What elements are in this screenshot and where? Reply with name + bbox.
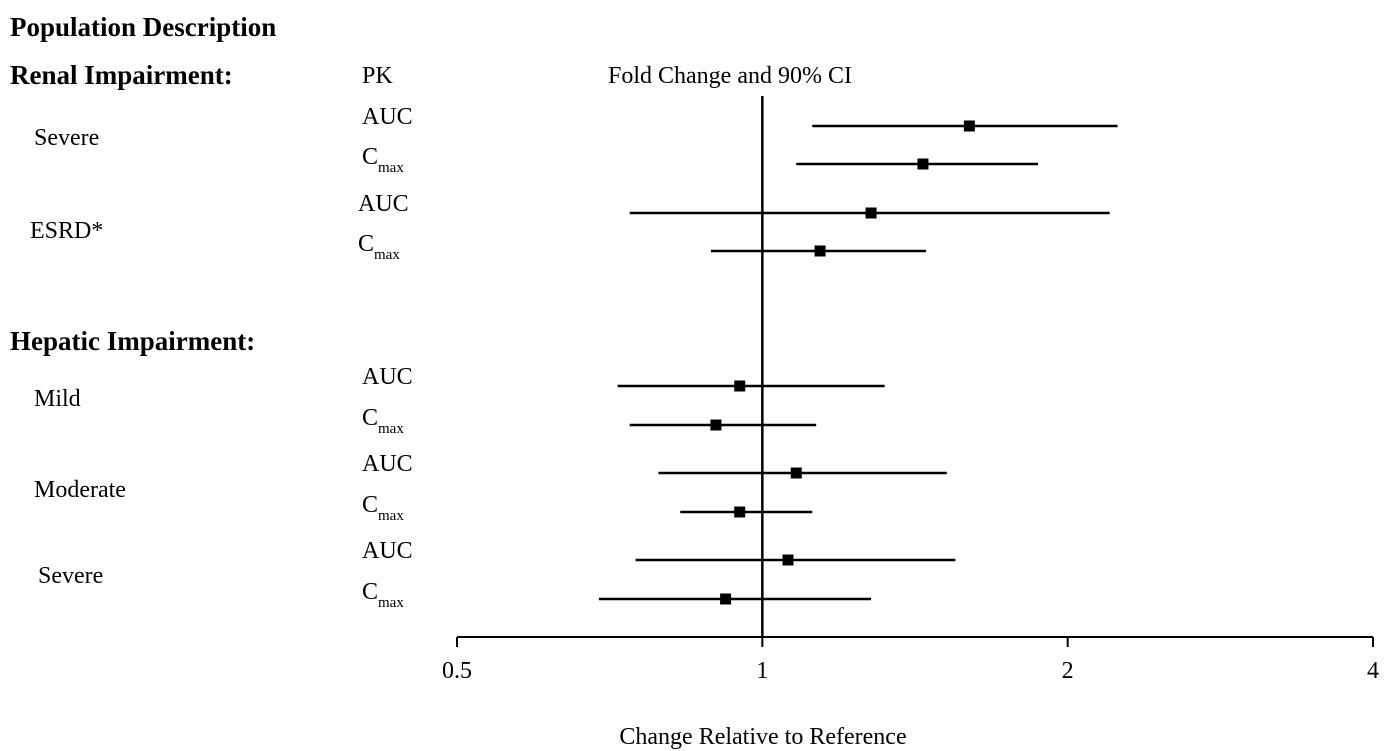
x-tick-label: 0.5 bbox=[442, 658, 472, 684]
pk-label: Cmax bbox=[362, 405, 404, 437]
pk-label: Cmax bbox=[362, 579, 404, 611]
x-axis-ticks: 0.5 1 2 4 bbox=[442, 637, 1379, 684]
pk-label: Cmax bbox=[362, 492, 404, 524]
point-estimate bbox=[917, 158, 929, 170]
pk-label-subscript: max bbox=[378, 595, 404, 611]
group-label-moderate: Moderate bbox=[34, 477, 126, 503]
pk-labels: AUC Cmax AUC Cmax AUC Cmax AUC Cmax AUC Cmax bbox=[358, 104, 413, 611]
population-description-header: Population Description bbox=[10, 12, 276, 42]
section-title-renal: Renal Impairment: bbox=[10, 60, 233, 90]
pk-label-subscript: max bbox=[374, 247, 400, 263]
fold-change-header: Fold Change and 90% CI bbox=[608, 63, 852, 89]
point-estimate bbox=[865, 207, 877, 219]
pk-label: AUC bbox=[362, 104, 413, 130]
point-estimate bbox=[963, 120, 975, 132]
point-estimate bbox=[734, 506, 746, 518]
point-estimate bbox=[734, 380, 746, 392]
group-label-hepatic-severe: Severe bbox=[38, 563, 103, 589]
group-label-renal-severe: Severe bbox=[34, 125, 99, 151]
pk-label: Cmax bbox=[362, 144, 404, 176]
section-title-hepatic: Hepatic Impairment: bbox=[10, 326, 255, 356]
group-label-esrd: ESRD* bbox=[30, 218, 103, 244]
point-estimate bbox=[814, 245, 826, 257]
pk-label-subscript: max bbox=[378, 160, 404, 176]
point-estimate bbox=[710, 419, 722, 431]
pk-label-subscript: max bbox=[378, 508, 404, 524]
pk-label: AUC bbox=[362, 451, 413, 477]
pk-label: AUC bbox=[362, 538, 413, 564]
pk-label: Cmax bbox=[358, 231, 400, 263]
pk-header: PK bbox=[362, 63, 393, 89]
pk-label: AUC bbox=[362, 364, 413, 390]
x-tick-label: 1 bbox=[756, 658, 768, 684]
point-estimate bbox=[720, 593, 732, 605]
group-label-mild: Mild bbox=[34, 386, 81, 412]
point-estimate bbox=[782, 554, 794, 566]
pk-label: AUC bbox=[358, 191, 409, 217]
pk-label-subscript: max bbox=[378, 421, 404, 437]
point-estimate bbox=[790, 467, 802, 479]
chart-marks bbox=[598, 96, 1118, 637]
x-tick-label: 2 bbox=[1062, 658, 1074, 684]
x-tick-label: 4 bbox=[1367, 658, 1379, 684]
x-axis-label: Change Relative to Reference bbox=[619, 724, 906, 750]
